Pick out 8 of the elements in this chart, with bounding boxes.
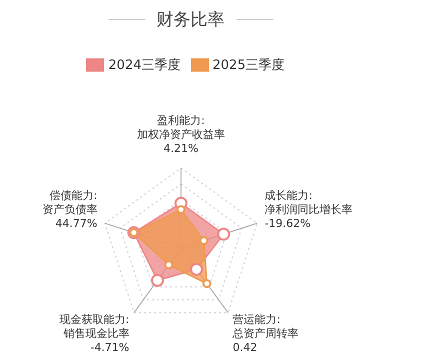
- spoke-label: 成长能力: 净利润同比增长率 -19.62%: [264, 188, 353, 230]
- spoke-label: 营运能力: 总资产周转率 0.42: [232, 313, 299, 354]
- spoke-label: 现金获取能力: 销售现金比率 -4.71%: [60, 313, 130, 354]
- spoke-label: 盈利能力: 加权净资产收益率 4.21%: [137, 114, 225, 155]
- chart-title: 财务比率: [156, 9, 224, 31]
- legend-label: 2025三季度: [212, 58, 285, 73]
- legend-label: 2024三季度: [108, 58, 180, 73]
- spoke-label: 偿债能力: 资产负债率 44.77%: [42, 188, 98, 230]
